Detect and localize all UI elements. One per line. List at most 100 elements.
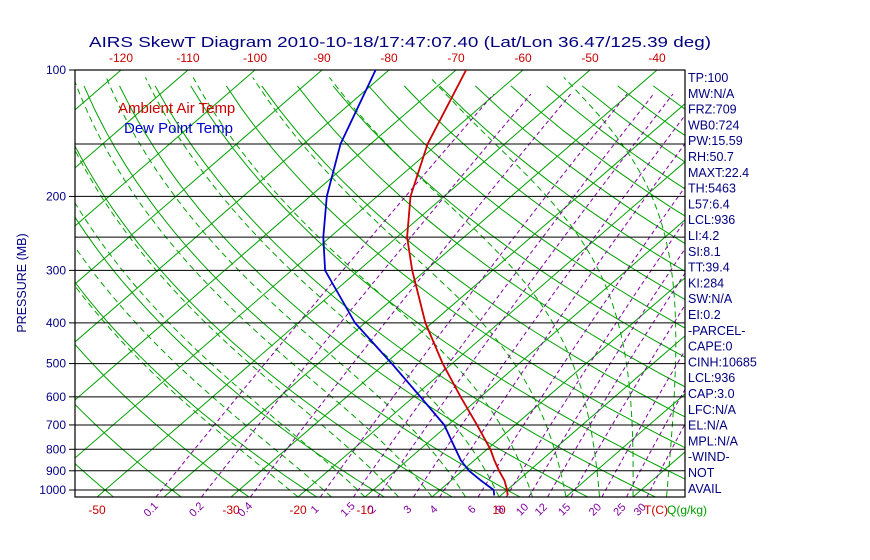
top-temp-label--120: -120 <box>109 51 133 65</box>
mixing-ratio-label-1: 1 <box>309 503 322 516</box>
mixing-ratio-label-20: 20 <box>587 501 604 518</box>
legend-dew-point-temp-label: Dew Point Temp <box>124 120 233 137</box>
dry-adiabat-170c <box>652 85 685 110</box>
bottom-temp-label--20: -20 <box>289 503 307 517</box>
moist-adiabat--15c <box>75 246 332 497</box>
mixing-ratio-line-30 <box>646 423 685 497</box>
chart-background-lines <box>75 70 870 497</box>
pressure-label-600mb: 600 <box>46 390 66 404</box>
dew-point-temp-curve <box>322 70 496 496</box>
q-axis-title: Q(g/kg) <box>667 503 707 517</box>
isotherm--70c <box>75 70 457 401</box>
stat-line-22: EL:N/A <box>688 419 728 433</box>
legend-ambient-air-temp-label: Ambient Air Temp <box>118 100 235 117</box>
isotherm--30c <box>230 103 685 497</box>
mixing-ratio-line-0.4 <box>249 93 571 497</box>
pressure-label-700mb: 700 <box>46 418 66 432</box>
moist-adiabat-10c <box>144 77 500 497</box>
stat-line-0: TP:100 <box>688 71 728 85</box>
stat-line-2: FRZ:709 <box>688 103 737 117</box>
isotherm--80c <box>75 70 390 343</box>
moist-adiabat--20c <box>75 285 299 497</box>
moist-adiabat-0c <box>75 80 433 497</box>
stat-line-12: TT:39.4 <box>688 261 730 275</box>
mixing-ratio-label-1.5: 1.5 <box>338 500 357 519</box>
stat-line-21: LFC:N/A <box>688 403 737 417</box>
dry-adiabat-190c <box>724 86 870 497</box>
pressure-label-300mb: 300 <box>46 263 66 277</box>
moist-adiabat--10c <box>75 201 366 497</box>
stat-line-17: CAPE:0 <box>688 340 733 354</box>
dry-adiabat-50c <box>225 85 685 449</box>
stat-line-15: EI:0.2 <box>688 308 721 322</box>
dry-adiabat--20c <box>75 281 317 497</box>
pressure-label-400mb: 400 <box>46 316 66 330</box>
isotherm-0c <box>431 277 685 497</box>
pressure-label-1000mb: 1000 <box>39 483 66 497</box>
mixing-ratio-line-4 <box>439 142 685 497</box>
moist-adiabat-30c <box>429 77 634 497</box>
mixing-ratio-line-0.1 <box>155 93 494 497</box>
dry-adiabat-110c <box>439 85 685 272</box>
mixing-ratio-label-25: 25 <box>611 501 628 518</box>
stat-line-4: PW:15.59 <box>688 134 743 148</box>
moist-adiabat-5c <box>105 77 466 497</box>
stat-line-23: MPL:N/A <box>688 434 739 448</box>
mixing-ratio-line-3 <box>412 114 685 497</box>
dry-adiabat--10c <box>75 216 385 497</box>
dry-adiabat-80c <box>332 85 685 358</box>
stat-line-5: RH:50.7 <box>688 150 734 164</box>
stat-line-7: TH:5463 <box>688 182 736 196</box>
top-temp-label--100: -100 <box>243 51 267 65</box>
stat-line-9: LCL:936 <box>688 213 735 227</box>
top-temp-label--70: -70 <box>447 51 465 65</box>
stat-line-16: -PARCEL- <box>688 324 745 338</box>
dry-adiabat-100c <box>403 85 685 301</box>
stat-line-26: AVAIL <box>688 482 722 496</box>
stat-line-14: SW:N/A <box>688 292 733 306</box>
stat-line-24: -WIND- <box>688 450 730 464</box>
pressure-label-500mb: 500 <box>46 357 66 371</box>
bottom-temp-label-10: 10 <box>492 503 506 517</box>
isotherm--110c <box>75 70 189 169</box>
mixing-ratio-line-2 <box>377 93 674 497</box>
isotherm--50c <box>96 70 591 497</box>
mixing-ratio-label-3: 3 <box>401 503 414 516</box>
mixing-ratio-line-1.5 <box>352 93 654 497</box>
stat-line-10: LI:4.2 <box>688 229 719 243</box>
moist-adiabat-25c <box>329 77 600 497</box>
dry-adiabat-30c <box>154 85 656 497</box>
bottom-temp-label--30: -30 <box>222 503 240 517</box>
y-axis-title: PRESSURE (MB) <box>15 233 29 332</box>
mixing-ratio-label-6: 6 <box>466 503 479 516</box>
mixing-ratio-label-15: 15 <box>556 501 573 518</box>
stat-line-8: L57:6.4 <box>688 197 730 211</box>
mixing-ratio-line-1 <box>319 93 628 497</box>
top-temp-label--50: -50 <box>581 51 599 65</box>
dry-adiabat--40c <box>75 403 182 497</box>
mixing-ratio-label-12: 12 <box>533 501 550 518</box>
pressure-label-100mb: 100 <box>46 63 66 77</box>
moist-adiabat-35c <box>563 77 677 497</box>
stat-line-11: SI:8.1 <box>688 245 721 259</box>
axis-labels: -120 -110 -100 -90 -80 -70 -60 -50 -40 -50 -30 -20 -… <box>39 51 666 520</box>
stat-line-1: MW:N/A <box>688 87 735 101</box>
top-temp-label--40: -40 <box>648 51 666 65</box>
dry-adiabat-160c <box>617 85 685 137</box>
mixing-ratio-label-4: 4 <box>428 503 441 516</box>
pressure-label-200mb: 200 <box>46 189 66 203</box>
chart-frame <box>74 69 686 498</box>
moist-adiabat--5c <box>75 148 399 497</box>
moist-adiabat-20c <box>252 77 567 497</box>
dry-adiabat-70c <box>297 85 685 388</box>
x-axis-title: T(C) <box>644 503 668 517</box>
bottom-temp-label--10: -10 <box>356 503 374 517</box>
dry-adiabat-20c <box>119 85 588 497</box>
isotherm--10c <box>364 219 685 497</box>
dry-adiabat-40c <box>190 85 685 480</box>
mixing-ratio-label-0.1: 0.1 <box>142 500 161 519</box>
dry-adiabat-90c <box>368 85 685 329</box>
stat-line-13: KI:284 <box>688 276 724 290</box>
isotherm--100c <box>75 70 256 227</box>
